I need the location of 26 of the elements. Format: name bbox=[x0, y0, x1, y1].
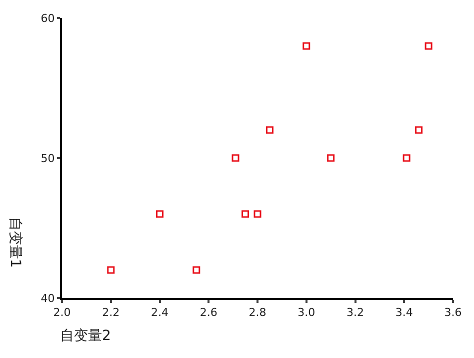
point bbox=[266, 126, 274, 134]
y-tick-label: 50 bbox=[40, 152, 55, 165]
point bbox=[156, 210, 164, 218]
x-tick-label: 2.4 bbox=[151, 306, 168, 320]
y-tick-label: 40 bbox=[40, 292, 55, 305]
point bbox=[254, 210, 262, 218]
y-axis-title: 自变量1 bbox=[7, 216, 24, 268]
point bbox=[107, 266, 115, 274]
point bbox=[327, 154, 335, 162]
point bbox=[232, 154, 240, 162]
x-axis-title: 自变量2 bbox=[60, 328, 111, 344]
point bbox=[242, 210, 250, 218]
x-tick-label: 2.2 bbox=[102, 306, 120, 320]
point bbox=[402, 154, 410, 162]
x-tick-label: 2.0 bbox=[53, 306, 71, 320]
x-tick-label: 3.4 bbox=[395, 306, 413, 320]
x-tick-label: 3.6 bbox=[444, 306, 462, 320]
x-tick-label: 2.8 bbox=[248, 306, 266, 320]
x-tick-label: 3.0 bbox=[298, 306, 316, 320]
y-tick-label: 60 bbox=[40, 12, 55, 25]
x-tick-label: 2.6 bbox=[200, 306, 218, 320]
point bbox=[302, 42, 310, 50]
x-tick-label: 3.2 bbox=[346, 306, 364, 320]
point bbox=[415, 126, 423, 134]
point bbox=[424, 42, 432, 50]
point bbox=[192, 266, 200, 274]
